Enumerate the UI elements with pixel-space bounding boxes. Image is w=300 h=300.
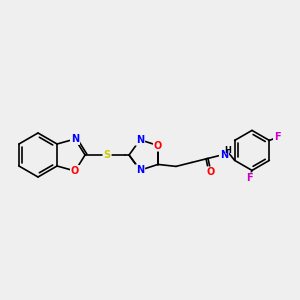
Text: S: S	[103, 150, 111, 160]
Text: O: O	[71, 166, 79, 176]
Text: O: O	[154, 141, 162, 151]
Text: H: H	[225, 146, 231, 155]
Text: N: N	[220, 150, 228, 161]
Text: N: N	[71, 134, 79, 144]
Text: F: F	[246, 173, 252, 183]
Text: F: F	[274, 132, 281, 142]
Text: O: O	[207, 167, 215, 177]
Text: N: N	[136, 165, 144, 175]
Text: N: N	[136, 135, 144, 145]
